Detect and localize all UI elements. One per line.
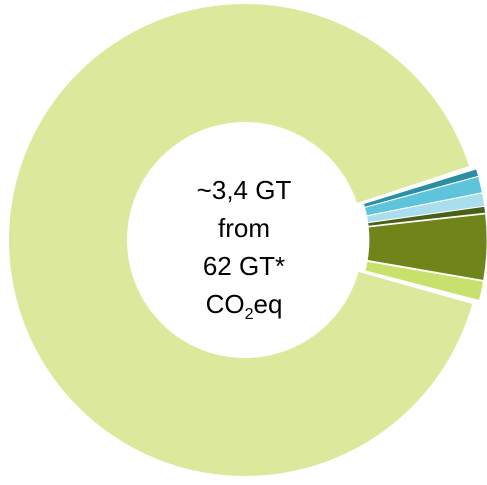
- center-label: ~3,4 GT from 62 GT* CO2eq: [173, 171, 315, 323]
- co2-formula-subscript: 2: [244, 306, 254, 323]
- center-label-line-3: 62 GT*: [202, 251, 286, 281]
- center-label-line-2: from: [218, 213, 270, 243]
- donut-slice-yellow-green: [364, 260, 484, 301]
- co2-formula-tail: eq: [253, 289, 283, 319]
- center-label-line-1: ~3,4 GT: [196, 175, 292, 205]
- donut-slice-dark-olive: [367, 205, 486, 227]
- center-label-line-4: CO2eq: [173, 285, 315, 323]
- donut-slice-main: [8, 3, 473, 476]
- co2-formula-main: CO: [205, 289, 245, 319]
